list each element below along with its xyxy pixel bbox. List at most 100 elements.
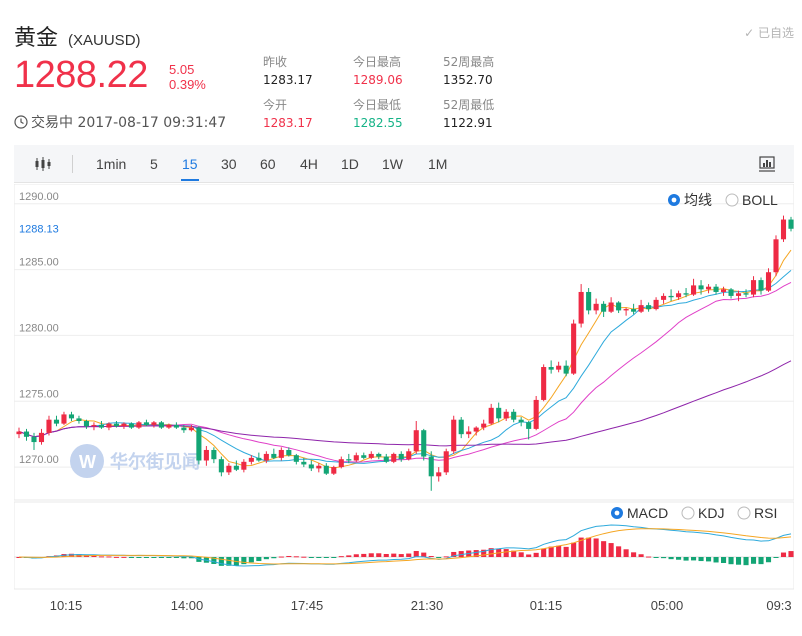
candle-body xyxy=(248,457,254,462)
indicator-boll-label: BOLL xyxy=(742,192,778,208)
x-tick-label: 17:45 xyxy=(291,598,324,613)
stat-open: 今开 1283.17 xyxy=(263,97,313,131)
sub-kdj-option[interactable]: KDJ xyxy=(681,505,724,521)
period-15[interactable]: 15 xyxy=(182,156,198,172)
candle-body xyxy=(631,309,637,312)
watermark-text: 华尔街见闻 xyxy=(110,451,200,473)
macd-bar xyxy=(406,553,412,557)
candle-body xyxy=(593,303,599,311)
sub-macd-option[interactable]: MACD xyxy=(611,505,668,521)
candle-body xyxy=(241,461,247,470)
macd-bar xyxy=(346,555,352,557)
chart-settings-icon[interactable] xyxy=(758,155,776,173)
candle-body xyxy=(143,422,149,425)
candlestick-icon[interactable] xyxy=(34,155,52,173)
x-tick-label: 09:3 xyxy=(766,598,791,613)
macd-bar xyxy=(556,545,562,557)
macd-bar xyxy=(586,537,592,557)
indicator-ma-option[interactable]: 均线 xyxy=(668,193,712,209)
candle-body xyxy=(166,424,172,428)
period-60[interactable]: 60 xyxy=(260,156,276,172)
macd-bar xyxy=(541,548,547,557)
x-axis-labels: 10:15 14:00 17:45 21:30 01:15 05:00 09:3 xyxy=(50,598,792,613)
macd-panel xyxy=(13,501,795,590)
candle-body xyxy=(316,465,322,469)
period-1w[interactable]: 1W xyxy=(382,156,403,172)
candle-body xyxy=(488,407,494,424)
macd-bar xyxy=(451,551,457,557)
macd-bar xyxy=(631,552,637,557)
candle-body xyxy=(398,453,404,460)
indicator-boll-option[interactable]: BOLL xyxy=(725,192,778,208)
macd-bar xyxy=(181,557,187,559)
macd-bar xyxy=(616,546,622,557)
watchlist-button[interactable]: ✓ 已自选 xyxy=(744,26,794,40)
period-1d[interactable]: 1D xyxy=(341,156,359,172)
macd-bar xyxy=(720,557,727,564)
candle-body xyxy=(368,453,374,458)
candle-body xyxy=(586,291,592,311)
candle-body xyxy=(706,286,712,290)
period-5[interactable]: 5 xyxy=(150,156,158,172)
candle-body xyxy=(226,465,232,473)
macd-bar xyxy=(691,557,697,561)
macd-bar xyxy=(563,546,569,557)
macd-bar xyxy=(533,552,539,557)
candlestick-chart[interactable]: 1290.00 1285.00 1280.00 1275.00 1270.00 1288.… xyxy=(13,183,795,634)
macd-bar xyxy=(241,557,247,565)
candle-body xyxy=(608,302,614,312)
macd-bar xyxy=(316,557,322,558)
candle-body xyxy=(376,453,382,457)
change-value: 5.05 xyxy=(169,62,195,77)
candle-body xyxy=(436,472,442,477)
macd-bar xyxy=(421,552,427,557)
candle-body xyxy=(458,419,464,435)
candle-body xyxy=(668,295,674,298)
watermark: W 华尔街见闻 xyxy=(70,444,200,478)
candle-body xyxy=(623,309,629,311)
macd-bar xyxy=(331,557,337,558)
macd-bar xyxy=(623,549,629,557)
stat-label: 52周最高 xyxy=(443,55,495,69)
candle-body xyxy=(16,431,22,435)
candle-body xyxy=(548,367,554,370)
macd-bar xyxy=(571,542,577,557)
sub-rsi-option[interactable]: RSI xyxy=(737,505,777,521)
sub-panel-border xyxy=(13,501,795,590)
macd-bar xyxy=(188,557,194,559)
change-percent: 0.39% xyxy=(169,77,206,92)
macd-bar xyxy=(308,557,314,558)
candle-body xyxy=(218,459,224,473)
candle-body xyxy=(533,399,539,429)
period-4h[interactable]: 4H xyxy=(300,156,318,172)
period-1m[interactable]: 1M xyxy=(428,156,448,172)
candle-body xyxy=(128,423,134,428)
candle-body xyxy=(346,459,352,461)
candle-body xyxy=(661,295,667,300)
candle-body xyxy=(638,305,644,312)
macd-bar xyxy=(158,557,164,558)
macd-bar xyxy=(758,557,764,565)
macd-bar xyxy=(706,557,712,562)
period-1min[interactable]: 1min xyxy=(96,156,127,172)
stat-prev-close: 昨收 1283.17 xyxy=(263,54,313,88)
stat-label: 今日最低 xyxy=(353,98,402,112)
indicator-ma-label: 均线 xyxy=(684,193,712,209)
candle-body xyxy=(473,427,479,432)
macd-bar xyxy=(788,551,794,557)
candle-body xyxy=(286,449,292,456)
macd-bar xyxy=(713,557,719,563)
period-30[interactable]: 30 xyxy=(221,156,237,172)
ma5-line xyxy=(18,249,792,469)
candle-body xyxy=(211,449,217,460)
candle-body xyxy=(720,289,727,292)
ma20-line xyxy=(18,281,792,463)
stat-label: 昨收 xyxy=(263,55,288,69)
candle-body xyxy=(451,419,457,452)
macd-bar xyxy=(173,557,179,558)
macd-bar xyxy=(211,557,217,564)
candle-body xyxy=(31,436,37,443)
ma60-line xyxy=(18,360,792,447)
x-tick-label: 21:30 xyxy=(411,598,444,613)
candle-body xyxy=(361,455,367,458)
